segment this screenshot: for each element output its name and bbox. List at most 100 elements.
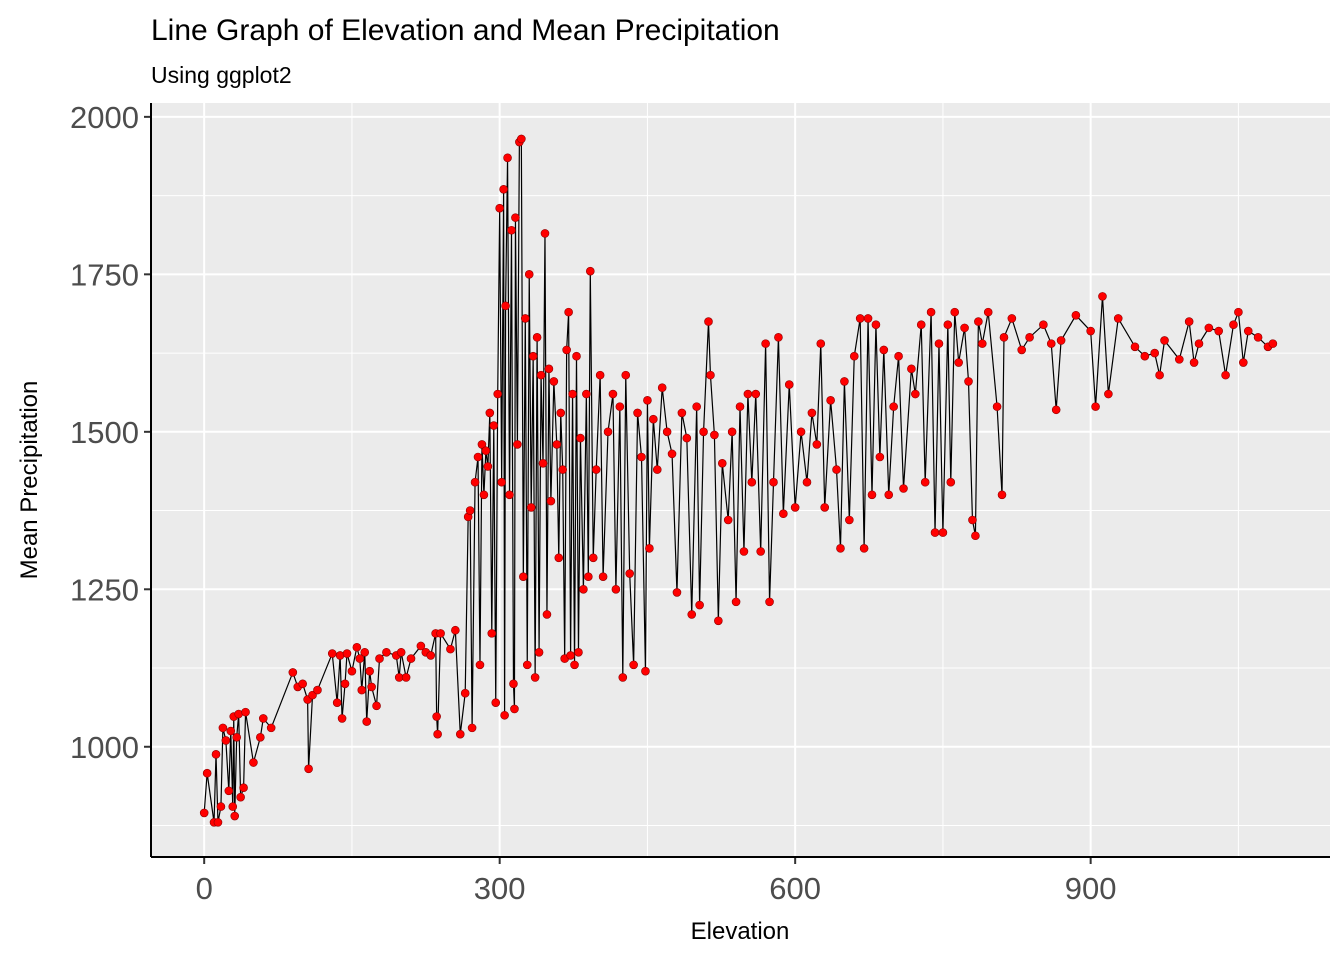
data-point [1221, 370, 1230, 380]
data-point [534, 647, 544, 657]
x-tick-label: 300 [474, 871, 526, 906]
data-point [493, 389, 503, 399]
data-point [528, 351, 538, 361]
data-point [761, 339, 770, 348]
data-point [968, 515, 977, 525]
data-point [706, 370, 715, 380]
data-point [228, 802, 238, 811]
data-point [340, 679, 350, 689]
data-point [500, 710, 509, 720]
data-point [682, 433, 692, 443]
data-point [465, 506, 475, 515]
data-point [637, 452, 646, 462]
data-point [470, 477, 480, 487]
data-point [812, 440, 822, 449]
data-point [960, 323, 969, 333]
data-point [552, 440, 562, 449]
data-point [546, 496, 556, 506]
y-tick-label: 1000 [70, 730, 139, 765]
data-point [954, 358, 963, 367]
data-point [558, 465, 568, 474]
data-point [836, 544, 845, 553]
data-point [266, 723, 276, 733]
data-point [710, 430, 719, 440]
data-point [920, 477, 930, 487]
data-point [446, 644, 455, 654]
data-point [884, 490, 894, 500]
data-point [288, 668, 298, 677]
y-tick-label: 2000 [70, 100, 139, 135]
data-point [1214, 326, 1223, 336]
data-point [416, 641, 426, 651]
data-point [687, 610, 697, 619]
data-point [765, 597, 774, 607]
data-point [899, 484, 908, 493]
data-point [1189, 358, 1199, 367]
data-point [258, 714, 268, 723]
data-point [451, 625, 460, 635]
data-point [226, 726, 236, 736]
data-point [816, 339, 826, 348]
data-point [562, 345, 571, 355]
data-point [1130, 342, 1140, 352]
data-point [907, 364, 916, 374]
data-point [1140, 351, 1150, 361]
data-point [926, 307, 936, 317]
data-point [1098, 292, 1107, 301]
data-point [576, 433, 585, 443]
data-point [536, 370, 546, 380]
data-point [362, 717, 372, 726]
data-point [871, 320, 881, 330]
data-point [507, 225, 516, 235]
data-point [971, 531, 980, 541]
data-point [855, 314, 865, 323]
data-point [692, 402, 701, 411]
data-point [475, 660, 485, 670]
data-point [695, 600, 704, 610]
data-point [747, 477, 757, 487]
data-point [1046, 339, 1056, 348]
data-point [520, 314, 530, 323]
data-point [519, 572, 528, 581]
data-point [704, 317, 713, 326]
y-tick-label: 1750 [70, 257, 139, 292]
data-point [436, 629, 445, 638]
x-axis-label: Elevation [691, 918, 790, 945]
data-point [743, 389, 753, 399]
data-point [511, 213, 520, 222]
x-tick-label: 0 [196, 871, 213, 906]
data-point [1160, 336, 1169, 345]
data-point [298, 679, 307, 689]
data-point [433, 729, 442, 739]
data-point [202, 768, 212, 778]
data-point [662, 427, 672, 437]
data-point [911, 389, 920, 399]
data-point [739, 547, 749, 556]
data-point [499, 184, 508, 194]
data-point [633, 408, 642, 418]
data-point [643, 396, 652, 405]
data-point [1243, 326, 1253, 336]
data-point [849, 351, 859, 361]
data-point [1051, 405, 1061, 415]
data-point [477, 440, 487, 449]
data-point [699, 427, 708, 437]
data-point [360, 647, 370, 657]
data-point [375, 654, 384, 663]
data-point [657, 383, 667, 393]
data-point [352, 642, 362, 652]
data-point [510, 704, 519, 714]
data-point [1071, 310, 1081, 320]
data-point [916, 320, 926, 330]
data-point [938, 528, 948, 537]
data-point [256, 733, 265, 742]
data-point [540, 229, 550, 238]
data-point [564, 307, 573, 317]
data-point [974, 317, 983, 326]
y-tick-label: 1250 [70, 572, 139, 607]
data-point [372, 701, 381, 711]
x-tick-label: 900 [1065, 871, 1117, 906]
data-point [473, 452, 483, 462]
data-point [790, 503, 800, 512]
data-point [1150, 348, 1159, 358]
